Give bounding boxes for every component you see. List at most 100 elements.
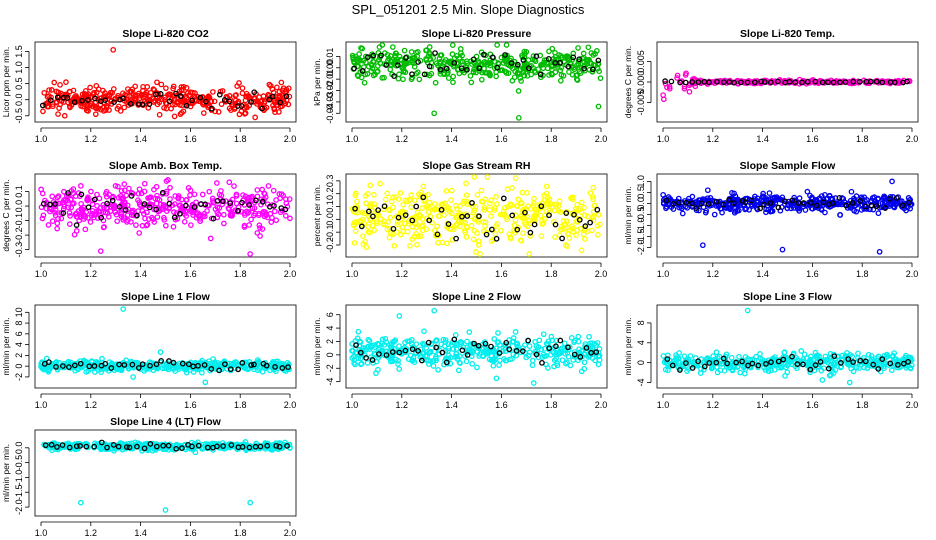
data-point	[586, 333, 592, 340]
data-point	[183, 196, 190, 203]
data-point	[493, 193, 499, 200]
reference-point	[862, 203, 869, 210]
data-point	[171, 209, 177, 215]
x-tick-label: 2.0	[906, 269, 919, 279]
data-point	[384, 190, 391, 197]
data-point	[221, 359, 228, 365]
data-point	[664, 84, 670, 91]
data-point	[405, 356, 412, 363]
data-point	[496, 362, 502, 368]
data-point	[787, 358, 793, 365]
data-point	[543, 183, 550, 190]
data-point	[161, 214, 167, 221]
data-point	[511, 222, 518, 229]
data-point	[834, 353, 841, 360]
data-point	[772, 354, 778, 360]
data-point	[156, 111, 163, 118]
data-point	[378, 216, 384, 222]
reference-point	[879, 79, 886, 86]
y-axis-label-line3: ml/min per min.	[623, 317, 633, 375]
reference-point	[594, 206, 601, 213]
data-point	[187, 192, 193, 199]
data-point	[44, 100, 51, 106]
data-point	[349, 52, 356, 59]
x-tick-label: 1.6	[184, 134, 197, 144]
outlier-point	[704, 187, 711, 194]
data-point	[352, 361, 358, 368]
data-point	[533, 206, 540, 213]
data-point	[385, 219, 391, 225]
outlier-point	[177, 111, 184, 118]
data-point	[848, 361, 855, 368]
y-axis-label-sampleflow: ml/min per min.	[623, 186, 633, 244]
data-point	[414, 241, 420, 248]
data-point	[591, 202, 598, 209]
data-point	[405, 220, 412, 227]
data-point	[800, 356, 807, 362]
data-point	[466, 346, 472, 352]
data-point	[568, 334, 575, 341]
data-point	[108, 203, 115, 210]
reference-point	[825, 79, 831, 86]
data-point	[499, 211, 506, 218]
data-point	[559, 357, 566, 364]
data-point	[87, 219, 94, 225]
data-point	[822, 209, 828, 216]
reference-point	[402, 347, 409, 354]
reference-point	[503, 339, 510, 346]
reference-point	[109, 197, 116, 204]
reference-point	[488, 343, 494, 350]
data-point	[123, 441, 129, 448]
reference-point	[383, 62, 390, 68]
x-tick-label: 1.4	[756, 134, 769, 144]
x-tick-label: 1.6	[184, 269, 197, 279]
data-point	[430, 55, 437, 61]
data-point	[454, 353, 460, 360]
reference-point	[195, 442, 202, 449]
data-point	[487, 60, 493, 67]
data-point	[366, 203, 373, 209]
reference-point	[227, 200, 233, 207]
reference-point	[904, 78, 910, 85]
reference-point	[849, 200, 856, 206]
reference-point	[79, 97, 85, 104]
data-point	[802, 207, 809, 213]
reference-point	[165, 442, 172, 449]
x-tick-label: 1.2	[85, 528, 98, 538]
data-point	[474, 230, 480, 236]
data-point	[502, 357, 509, 364]
data-point	[561, 340, 568, 347]
data-point	[53, 207, 59, 213]
x-tick-label: 1.0	[35, 400, 48, 410]
data-point	[114, 218, 121, 225]
data-point	[390, 204, 396, 211]
data-point	[369, 51, 375, 58]
data-point	[574, 201, 581, 208]
reference-point	[273, 442, 280, 449]
reference-point	[496, 350, 503, 356]
data-point	[368, 344, 374, 351]
data-point	[763, 206, 769, 213]
reference-point	[483, 231, 490, 238]
data-point	[163, 85, 169, 92]
reference-point	[259, 105, 265, 112]
data-point	[503, 42, 510, 48]
reference-point	[576, 217, 583, 223]
data-point	[538, 74, 544, 81]
x-tick-label: 1.2	[85, 400, 98, 410]
data-point	[701, 366, 707, 373]
data-point	[209, 363, 215, 369]
data-point	[155, 205, 162, 212]
data-point	[682, 357, 689, 364]
y-tick-label: -0.2	[325, 237, 335, 253]
data-point	[433, 337, 440, 344]
data-point	[526, 343, 533, 349]
chart-panel-temp: Slope Li-820 Temp.1.0 1.2 1.4 1.6 1.8 2.0-0.0…	[623, 28, 919, 144]
x-tick-label: 1.0	[657, 400, 670, 410]
data-point	[54, 220, 61, 227]
reference-point	[183, 102, 190, 109]
data-point	[163, 204, 169, 211]
data-point	[558, 54, 565, 61]
data-point	[822, 353, 829, 360]
